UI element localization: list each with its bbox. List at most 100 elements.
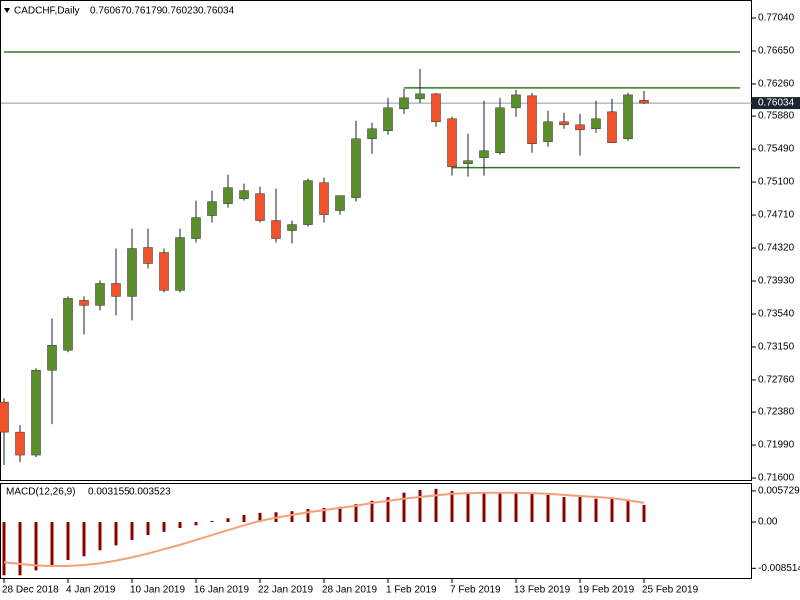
- macd-bar: [242, 514, 246, 523]
- symbol-title: CADCHF,Daily: [14, 6, 80, 17]
- candle-body: [447, 118, 457, 167]
- macd-title: MACD(12,26,9): [6, 487, 75, 498]
- candle-body: [463, 160, 473, 164]
- macd-bar: [114, 522, 118, 546]
- x-tick-label: 1 Feb 2019: [386, 585, 437, 596]
- candle-body: [223, 187, 233, 204]
- macd-bar: [578, 497, 582, 523]
- macd-bar: [50, 522, 54, 567]
- x-tick-label: 28 Dec 2018: [2, 585, 59, 596]
- x-tick-label: 25 Feb 2019: [642, 585, 699, 596]
- x-tick-label: 4 Jan 2019: [66, 585, 116, 596]
- ohlc-close: 0.76034: [198, 6, 235, 17]
- macd-bar: [210, 520, 214, 523]
- macd-bar: [546, 494, 550, 523]
- macd-bar: [338, 506, 342, 523]
- macd-bar: [418, 489, 422, 523]
- candle-body: [143, 247, 153, 264]
- price-box: [752, 97, 800, 110]
- macd-bar: [450, 491, 454, 523]
- macd-bar: [130, 522, 134, 540]
- panel-menu-arrow[interactable]: [4, 8, 10, 13]
- candle-body: [303, 180, 313, 225]
- macd-bar: [482, 492, 486, 523]
- y-tick-label: 0.75100: [758, 177, 795, 188]
- candle-body: [351, 138, 361, 198]
- macd-bar: [434, 488, 438, 523]
- signal-value: 0.003523: [129, 487, 171, 498]
- macd-bar: [642, 504, 646, 523]
- macd-bar: [562, 497, 566, 523]
- macd-bar: [498, 492, 502, 523]
- macd-bar: [306, 508, 310, 523]
- x-tick-label: 7 Feb 2019: [450, 585, 501, 596]
- candle-body: [191, 217, 201, 239]
- ohlc-open: 0.76067: [90, 6, 127, 17]
- candle-body: [287, 224, 297, 231]
- macd-bar: [594, 498, 598, 523]
- macd-bar: [354, 504, 358, 523]
- candle-body: [559, 121, 569, 126]
- candle-body: [399, 97, 409, 110]
- candle-body: [527, 95, 537, 145]
- macd-bar: [66, 522, 70, 561]
- y-tick-label: -0.008514: [758, 563, 800, 574]
- candle-body: [431, 93, 441, 123]
- macd-bar: [530, 492, 534, 523]
- candle-body: [495, 107, 505, 153]
- y-tick-label: 0.76260: [758, 79, 795, 90]
- macd-bar: [258, 512, 262, 523]
- candle-body: [127, 248, 137, 297]
- y-tick-label: 0.71600: [758, 473, 795, 484]
- candle-body: [271, 220, 281, 239]
- candle-body: [591, 118, 601, 130]
- candle-body: [623, 94, 633, 140]
- macd-bar: [194, 522, 198, 526]
- candle-body: [479, 150, 489, 158]
- candle-body: [31, 369, 41, 456]
- macd-bar: [34, 522, 38, 571]
- candle-body: [415, 93, 425, 100]
- macd-bar: [290, 511, 294, 523]
- candle-body: [159, 252, 169, 291]
- candle-body: [95, 283, 105, 306]
- macd-bar: [322, 507, 326, 523]
- candle-body: [335, 195, 345, 211]
- macd-bar: [466, 492, 470, 523]
- y-tick-label: 0.73150: [758, 342, 795, 353]
- x-tick-label: 22 Jan 2019: [258, 585, 313, 596]
- candle-body: [543, 121, 553, 142]
- x-tick-label: 28 Jan 2019: [322, 585, 377, 596]
- y-tick-label: 0.74320: [758, 243, 795, 254]
- candle-body: [47, 345, 57, 371]
- candle-body: [0, 401, 9, 433]
- signal-line: [3, 491, 645, 568]
- candle-body: [367, 128, 377, 140]
- macd-bar: [2, 522, 6, 576]
- candle-body: [383, 107, 393, 131]
- candle-body: [15, 431, 25, 456]
- macd-bar: [82, 522, 86, 557]
- y-tick-label: 0.005729: [758, 486, 800, 497]
- macd-bar: [386, 497, 390, 523]
- price-panel: [0, 0, 752, 481]
- macd-bar: [610, 498, 614, 523]
- y-tick-label: 0.71990: [758, 440, 795, 451]
- candle-body: [111, 283, 121, 297]
- macd-panel: [0, 483, 752, 579]
- ohlc-high: 0.76179: [126, 6, 163, 17]
- ohlc-low: 0.76023: [162, 6, 199, 17]
- y-tick-label: 0.72380: [758, 407, 795, 418]
- x-tick-label: 16 Jan 2019: [194, 585, 249, 596]
- macd-bar: [98, 522, 102, 551]
- y-tick-label: 0.75880: [758, 111, 795, 122]
- macd-bar: [162, 522, 166, 532]
- y-tick-label: 0.75490: [758, 144, 795, 155]
- price-box-label: 0.76034: [758, 98, 795, 109]
- macd-bar: [178, 522, 182, 529]
- candle-body: [63, 298, 73, 351]
- macd-bar: [626, 499, 630, 523]
- macd-bar: [402, 492, 406, 523]
- macd-bar: [514, 492, 518, 523]
